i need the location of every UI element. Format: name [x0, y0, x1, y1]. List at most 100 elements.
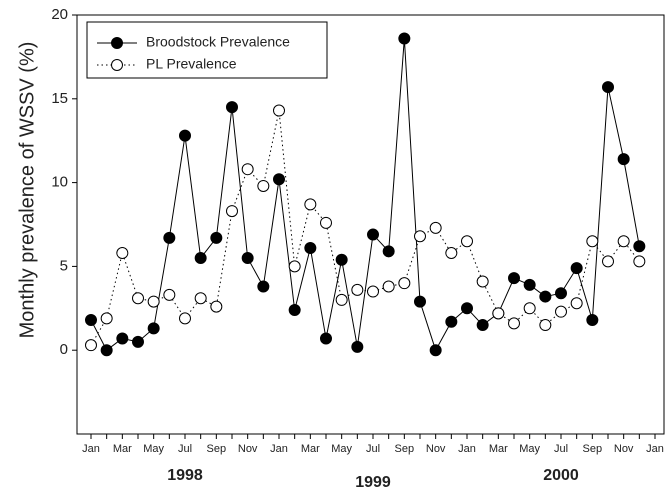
data-point — [100, 344, 113, 357]
data-point — [85, 314, 97, 327]
legend-marker — [111, 37, 123, 49]
data-point — [414, 295, 426, 308]
data-point — [617, 235, 630, 248]
legend-marker — [111, 59, 123, 71]
data-point — [132, 335, 144, 348]
x-tick-label: Sep — [207, 443, 227, 455]
year-label: 1999 — [355, 474, 391, 491]
x-tick-label: Mar — [301, 443, 320, 455]
data-point — [194, 292, 207, 305]
x-tick-label: Jul — [554, 443, 568, 455]
data-point — [445, 315, 458, 328]
data-point — [179, 312, 191, 325]
data-point — [100, 312, 113, 325]
data-point — [508, 272, 520, 285]
x-tick-label: May — [519, 443, 540, 455]
data-point — [273, 173, 285, 186]
x-tick-label: May — [143, 443, 164, 455]
data-point — [241, 252, 254, 265]
x-tick-label: Nov — [238, 443, 258, 455]
x-tick-label: Sep — [583, 443, 603, 455]
data-point — [273, 104, 285, 117]
data-point — [288, 303, 301, 316]
data-point — [257, 179, 270, 192]
y-tick-label: 20 — [51, 6, 68, 23]
x-tick-label: Sep — [395, 443, 415, 455]
legend-label: Broodstock Prevalence — [146, 34, 290, 50]
data-point — [570, 262, 583, 275]
data-point — [304, 241, 317, 254]
data-point — [320, 216, 332, 229]
data-point — [429, 221, 442, 234]
data-point — [633, 240, 646, 253]
plot-frame — [76, 14, 665, 435]
data-point — [132, 292, 144, 305]
data-point — [210, 231, 223, 244]
data-point — [320, 332, 332, 345]
legend-box — [86, 21, 328, 79]
x-tick-label: Mar — [113, 443, 132, 455]
data-point — [116, 332, 129, 345]
x-tick-label: Jan — [270, 443, 288, 455]
y-tick-label: 5 — [60, 257, 68, 274]
data-point — [476, 319, 489, 332]
data-point — [461, 302, 473, 315]
x-tick-label: Mar — [489, 443, 508, 455]
y-axis-label: Monthly prevalence of WSSV (%) — [16, 42, 38, 339]
data-point — [335, 253, 348, 266]
data-point — [633, 255, 646, 268]
data-point — [367, 228, 379, 241]
y-tick-label: 10 — [51, 174, 68, 191]
data-point — [586, 314, 599, 327]
legend-label: PL Prevalence — [146, 56, 237, 72]
data-point — [147, 295, 160, 308]
x-tick-label: Jul — [366, 443, 380, 455]
data-point — [539, 319, 552, 332]
data-point — [492, 307, 505, 320]
data-point — [570, 297, 583, 310]
y-tick-label: 15 — [51, 90, 68, 107]
data-point — [226, 101, 238, 114]
x-tick-label: Jan — [646, 443, 664, 455]
data-point — [617, 153, 630, 166]
x-tick-label: Jul — [178, 443, 192, 455]
data-point — [335, 293, 348, 306]
data-point — [429, 344, 442, 357]
data-point — [241, 163, 254, 176]
data-point — [147, 322, 160, 335]
data-point — [288, 260, 301, 273]
data-point — [476, 275, 489, 288]
data-point — [85, 339, 97, 352]
data-point — [602, 81, 614, 94]
x-tick-label: Jan — [458, 443, 476, 455]
data-point — [398, 32, 411, 45]
data-point — [179, 129, 191, 142]
data-point — [257, 280, 270, 293]
data-point — [226, 205, 238, 218]
data-point — [351, 283, 364, 296]
data-point — [382, 280, 395, 293]
data-point — [523, 278, 536, 291]
x-tick-label: May — [331, 443, 352, 455]
y-tick-label: 0 — [60, 341, 68, 358]
data-point — [194, 252, 207, 265]
data-point — [555, 287, 567, 300]
data-point — [210, 300, 223, 313]
data-point — [414, 230, 426, 243]
data-point — [461, 235, 473, 248]
legend: Broodstock Prevalence PL Prevalence — [86, 21, 328, 79]
data-point — [382, 245, 395, 258]
year-label: 1998 — [167, 467, 203, 484]
data-point — [398, 277, 411, 290]
data-point — [163, 288, 176, 301]
data-point — [539, 290, 552, 303]
data-point — [116, 246, 129, 259]
x-tick-label: Jan — [82, 443, 100, 455]
data-point — [586, 235, 599, 248]
data-point — [523, 302, 536, 315]
data-point — [555, 305, 567, 318]
data-point — [304, 198, 317, 211]
data-point — [508, 317, 520, 330]
x-tick-label: Nov — [614, 443, 634, 455]
